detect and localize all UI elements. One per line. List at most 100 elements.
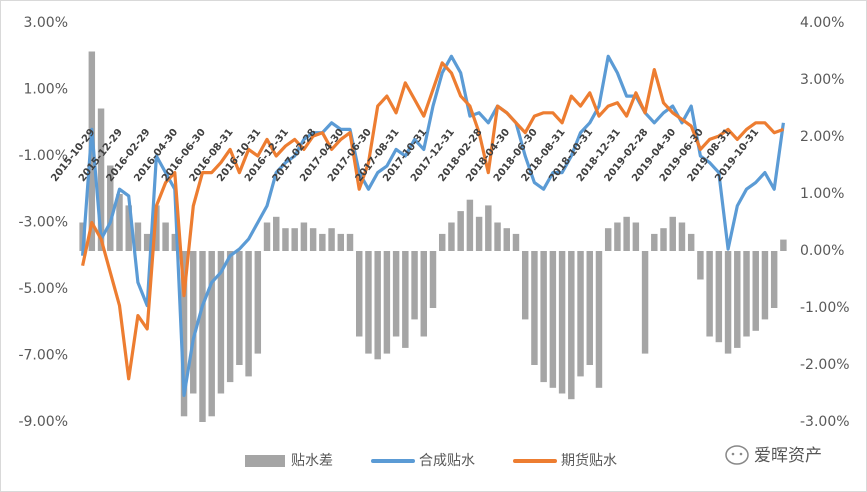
bar xyxy=(254,251,262,354)
bar xyxy=(429,251,437,308)
bar xyxy=(540,251,547,383)
bar xyxy=(558,251,566,394)
bar xyxy=(356,251,363,337)
y2-tick-label: 4.00% xyxy=(800,15,844,31)
y2-tick-label: -2.00% xyxy=(800,357,850,373)
bar xyxy=(273,216,280,251)
bar xyxy=(724,251,732,354)
watermark-icon xyxy=(725,445,749,465)
bar xyxy=(512,233,520,251)
bar xyxy=(208,251,215,417)
bar xyxy=(780,239,787,251)
bar xyxy=(614,222,621,251)
bar xyxy=(383,251,391,354)
y2-tick-label: 0.00% xyxy=(800,243,844,259)
legend-swatch xyxy=(245,455,285,467)
bar xyxy=(706,251,713,337)
bar xyxy=(125,205,132,251)
bar xyxy=(503,228,510,251)
bar xyxy=(623,216,630,251)
y2-tick-label: 3.00% xyxy=(800,72,844,88)
legend-label: 期货贴水 xyxy=(561,452,617,469)
y2-tick-label: -3.00% xyxy=(800,414,850,430)
bar xyxy=(402,251,409,348)
bar xyxy=(448,222,455,251)
legend-label: 贴水差 xyxy=(291,453,333,469)
y-tick-label: 1.00% xyxy=(24,82,68,98)
bar xyxy=(411,251,418,320)
bar xyxy=(107,165,114,251)
bar xyxy=(697,251,704,280)
bar xyxy=(632,222,640,251)
bar xyxy=(134,222,142,251)
bar xyxy=(217,251,225,394)
legend-label: 合成贴水 xyxy=(419,453,475,469)
bar xyxy=(770,251,778,308)
y-tick-label: 3.00% xyxy=(24,15,68,31)
bar xyxy=(88,51,96,251)
line xyxy=(81,54,785,397)
bar xyxy=(457,211,464,251)
bar xyxy=(291,228,298,251)
bar xyxy=(263,222,271,251)
bar xyxy=(494,222,501,251)
bar xyxy=(236,251,243,365)
bar xyxy=(180,251,188,417)
bar xyxy=(226,251,234,383)
bar xyxy=(365,251,372,354)
y-tick-label: -3.00% xyxy=(18,215,68,231)
bar xyxy=(604,228,612,251)
bar xyxy=(162,222,169,251)
y-tick-label: -7.00% xyxy=(18,348,68,364)
bar xyxy=(328,228,335,251)
bar xyxy=(97,108,105,251)
bar xyxy=(669,216,676,251)
bar xyxy=(549,251,557,388)
bar xyxy=(651,233,658,251)
bar xyxy=(309,228,317,251)
bar xyxy=(319,233,326,251)
bar xyxy=(153,205,160,251)
bar xyxy=(586,251,593,365)
bar xyxy=(485,205,492,251)
bar xyxy=(199,251,206,422)
bar xyxy=(568,251,575,400)
bar xyxy=(743,251,750,337)
bar xyxy=(715,251,723,343)
bar xyxy=(438,233,446,251)
bar xyxy=(337,233,345,251)
bar xyxy=(595,251,603,388)
watermark: 爱晖资产 xyxy=(754,446,822,466)
bar xyxy=(346,233,354,251)
bar xyxy=(171,233,179,251)
bar xyxy=(521,251,529,320)
bar xyxy=(300,222,308,251)
bar xyxy=(143,233,151,251)
y2-tick-label: -1.00% xyxy=(800,300,850,316)
bar xyxy=(734,251,741,348)
bar xyxy=(687,233,695,251)
bar xyxy=(577,251,584,377)
bar xyxy=(475,216,483,251)
y2-tick-label: 1.00% xyxy=(800,186,844,202)
y2-tick-label: 2.00% xyxy=(800,129,844,145)
bar xyxy=(282,228,289,251)
bar xyxy=(466,199,474,251)
bar xyxy=(374,251,381,360)
bar xyxy=(420,251,428,337)
bar xyxy=(761,251,769,320)
bar xyxy=(245,251,252,377)
bar xyxy=(641,251,649,354)
bar xyxy=(531,251,538,365)
line xyxy=(81,61,784,381)
y-tick-label: -5.00% xyxy=(18,281,68,297)
bar xyxy=(678,222,686,251)
bar xyxy=(752,251,759,331)
bar xyxy=(116,194,123,251)
bar xyxy=(392,251,400,337)
y-tick-label: -9.00% xyxy=(18,414,68,430)
bar xyxy=(660,228,667,251)
y-tick-label: -1.00% xyxy=(18,148,68,164)
bar xyxy=(190,251,197,394)
